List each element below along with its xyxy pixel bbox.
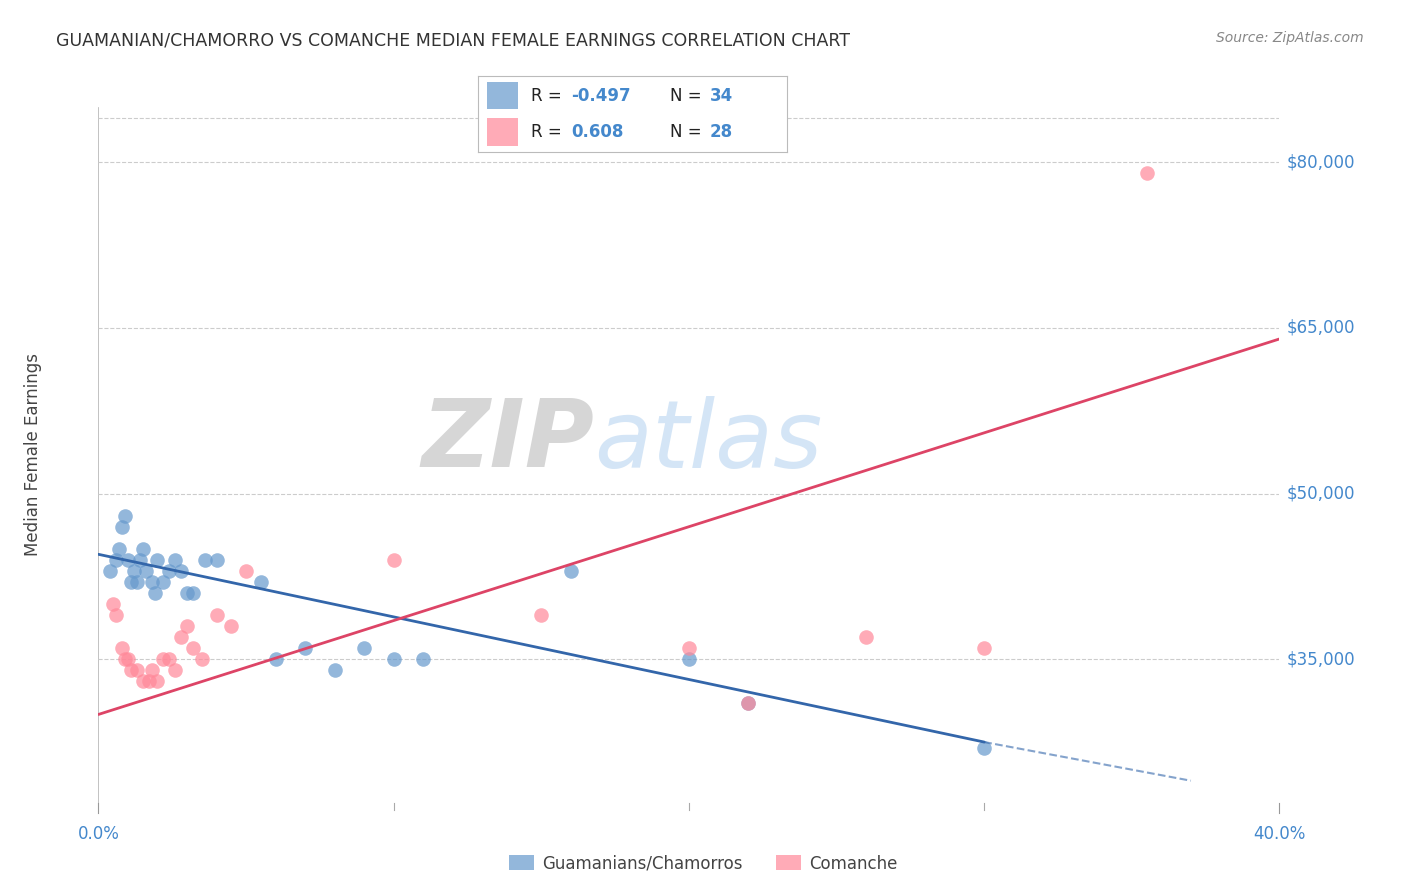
Point (181, 641, 204, 656)
Text: -0.497: -0.497 (571, 87, 630, 104)
Point (141, 663, 163, 677)
Point (114, 652, 136, 666)
Text: R =: R = (530, 87, 567, 104)
Point (678, 652, 700, 666)
Text: 0.608: 0.608 (571, 123, 623, 141)
Point (678, 641, 700, 656)
Point (98, 564, 121, 578)
Point (146, 553, 169, 567)
Point (170, 630, 193, 644)
Point (973, 740, 995, 755)
Point (294, 641, 316, 656)
Point (125, 574, 148, 589)
Point (111, 641, 134, 656)
Text: 40.0%: 40.0% (1253, 825, 1306, 843)
Text: Median Female Earnings: Median Female Earnings (24, 353, 42, 557)
Point (176, 619, 198, 633)
Point (143, 586, 166, 600)
Point (250, 574, 273, 589)
Point (152, 574, 174, 589)
Point (219, 619, 242, 633)
Text: N =: N = (669, 87, 707, 104)
Point (146, 674, 169, 689)
Point (157, 564, 180, 578)
Point (152, 652, 174, 666)
Text: Source: ZipAtlas.com: Source: ZipAtlas.com (1216, 31, 1364, 45)
Point (165, 663, 187, 677)
Point (191, 652, 214, 666)
Point (353, 641, 375, 656)
Point (105, 608, 128, 623)
Point (176, 586, 198, 600)
Point (117, 553, 139, 567)
Point (382, 553, 405, 567)
Point (122, 564, 145, 578)
Text: ZIP: ZIP (422, 395, 595, 487)
Text: GUAMANIAN/CHAMORRO VS COMANCHE MEDIAN FEMALE EARNINGS CORRELATION CHART: GUAMANIAN/CHAMORRO VS COMANCHE MEDIAN FE… (56, 31, 851, 49)
Point (117, 652, 139, 666)
Point (132, 674, 155, 689)
Point (1135, 166, 1157, 180)
Legend: Guamanians/Chamorros, Comanche: Guamanians/Chamorros, Comanche (502, 848, 904, 880)
Point (135, 564, 157, 578)
Text: $80,000: $80,000 (1286, 153, 1355, 171)
Point (103, 597, 125, 611)
Point (157, 652, 180, 666)
Point (181, 586, 204, 600)
Point (114, 508, 136, 523)
Point (205, 608, 228, 623)
Point (125, 663, 148, 677)
Point (111, 519, 134, 533)
Point (737, 697, 759, 711)
Point (128, 553, 150, 567)
Point (973, 641, 995, 656)
Text: atlas: atlas (595, 395, 823, 486)
Text: 28: 28 (710, 123, 733, 141)
Point (560, 564, 582, 578)
Point (323, 663, 346, 677)
Text: $35,000: $35,000 (1286, 650, 1355, 668)
Point (264, 652, 287, 666)
Point (737, 697, 759, 711)
Point (170, 564, 193, 578)
Point (132, 541, 155, 556)
Point (138, 674, 160, 689)
Point (194, 553, 217, 567)
Bar (488, 82, 519, 109)
Text: R =: R = (530, 123, 572, 141)
Text: 34: 34 (710, 87, 734, 104)
Point (855, 630, 877, 644)
Point (120, 663, 142, 677)
Point (530, 608, 553, 623)
Point (120, 574, 142, 589)
Point (382, 652, 405, 666)
Point (205, 553, 228, 567)
Point (165, 553, 187, 567)
Point (108, 541, 131, 556)
Point (105, 553, 128, 567)
Point (141, 574, 163, 589)
Point (412, 652, 434, 666)
Text: N =: N = (669, 123, 707, 141)
Point (235, 564, 257, 578)
Bar (488, 119, 519, 145)
Text: 0.0%: 0.0% (77, 825, 120, 843)
Text: $50,000: $50,000 (1286, 484, 1355, 502)
Text: $65,000: $65,000 (1286, 319, 1355, 337)
